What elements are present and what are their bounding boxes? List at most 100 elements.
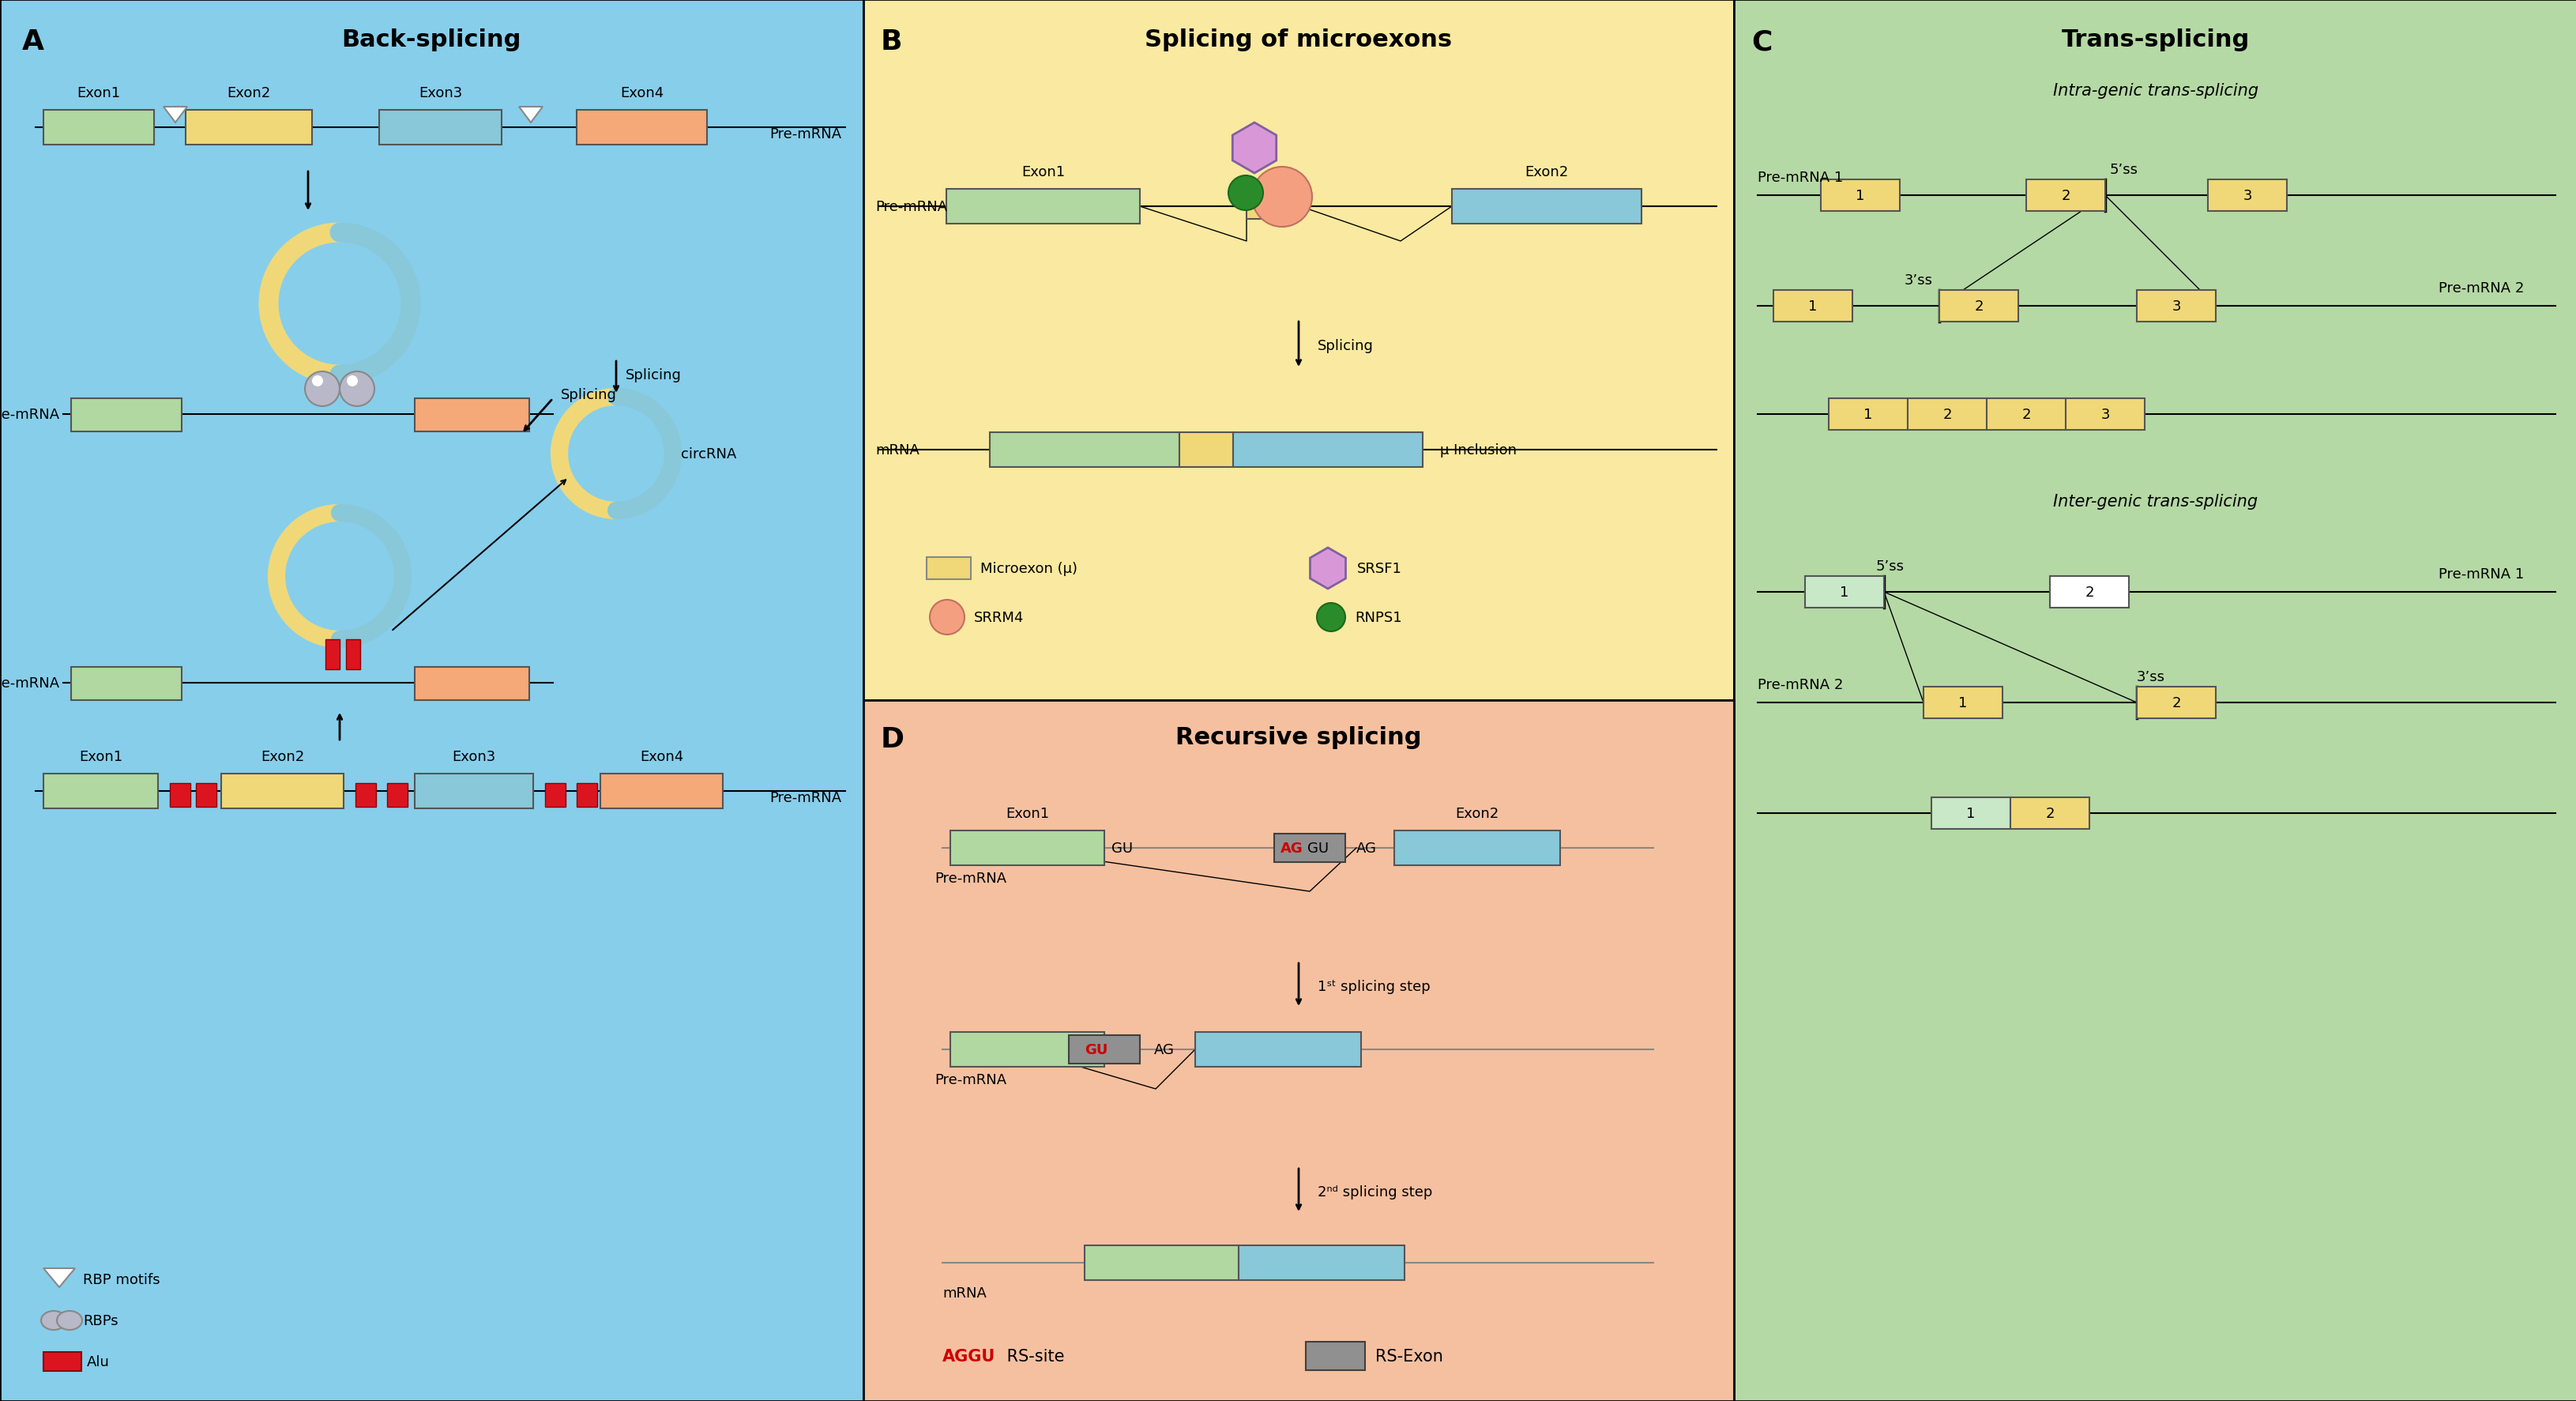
Ellipse shape bbox=[41, 1311, 67, 1330]
Polygon shape bbox=[1231, 123, 1275, 174]
Ellipse shape bbox=[57, 1311, 82, 1330]
Bar bbox=[2025, 181, 2105, 212]
Text: 2: 2 bbox=[2172, 696, 2179, 710]
Circle shape bbox=[312, 375, 322, 387]
Text: Pre-mRNA: Pre-mRNA bbox=[935, 871, 1007, 885]
Bar bbox=[72, 667, 183, 700]
Polygon shape bbox=[44, 1268, 75, 1288]
Text: Pre-mRNA: Pre-mRNA bbox=[0, 677, 59, 691]
Text: Pre-mRNA 1: Pre-mRNA 1 bbox=[2437, 567, 2522, 581]
Bar bbox=[0, 0, 863, 1401]
Text: 1: 1 bbox=[1862, 408, 1873, 422]
Circle shape bbox=[281, 245, 399, 363]
Text: Exon2: Exon2 bbox=[260, 750, 304, 764]
Bar bbox=[1922, 686, 2002, 719]
Circle shape bbox=[289, 524, 392, 629]
Bar bbox=[863, 700, 1734, 1401]
Bar bbox=[1195, 1033, 1360, 1068]
Text: RNPS1: RNPS1 bbox=[1355, 611, 1401, 625]
Bar bbox=[989, 433, 1180, 468]
Bar bbox=[951, 1033, 1105, 1068]
Text: 3: 3 bbox=[2172, 300, 2179, 314]
Text: Exon2: Exon2 bbox=[1525, 165, 1569, 179]
Bar bbox=[1069, 1035, 1139, 1063]
Text: 3’ss: 3’ss bbox=[2136, 670, 2164, 684]
Bar bbox=[345, 640, 361, 670]
Text: 2ⁿᵈ splicing step: 2ⁿᵈ splicing step bbox=[1316, 1185, 1432, 1199]
Text: Splicing: Splicing bbox=[1316, 339, 1373, 353]
Bar bbox=[72, 399, 183, 432]
Text: Exon2: Exon2 bbox=[227, 85, 270, 101]
Bar bbox=[945, 189, 1139, 224]
Text: A: A bbox=[23, 28, 44, 55]
Bar bbox=[222, 773, 343, 808]
Text: GU: GU bbox=[1084, 1042, 1108, 1056]
Bar bbox=[1734, 0, 2576, 1401]
Circle shape bbox=[304, 373, 340, 406]
Bar bbox=[44, 111, 155, 146]
Bar bbox=[1084, 1245, 1239, 1281]
Text: Pre-mRNA: Pre-mRNA bbox=[770, 790, 840, 804]
Text: 2: 2 bbox=[2084, 586, 2094, 600]
Bar bbox=[1394, 831, 1558, 866]
Text: Pre-mRNA 2: Pre-mRNA 2 bbox=[2437, 282, 2522, 296]
Circle shape bbox=[577, 416, 654, 492]
Bar bbox=[577, 783, 598, 807]
Bar bbox=[415, 773, 533, 808]
Text: Pre-mRNA: Pre-mRNA bbox=[935, 1073, 1007, 1087]
Bar bbox=[1306, 1342, 1365, 1370]
Circle shape bbox=[1316, 604, 1345, 632]
Text: Trans-splicing: Trans-splicing bbox=[2061, 28, 2249, 52]
Bar bbox=[170, 783, 191, 807]
Text: Exon1: Exon1 bbox=[1020, 165, 1064, 179]
Text: Back-splicing: Back-splicing bbox=[343, 28, 520, 52]
Text: 2: 2 bbox=[1973, 300, 1984, 314]
Bar bbox=[927, 558, 971, 580]
Text: Intra-genic trans-splicing: Intra-genic trans-splicing bbox=[2053, 83, 2257, 98]
Polygon shape bbox=[162, 108, 188, 123]
Text: Pre-mRNA: Pre-mRNA bbox=[0, 408, 59, 422]
Bar bbox=[2066, 399, 2143, 430]
Text: RS-Exon: RS-Exon bbox=[1376, 1348, 1443, 1365]
Text: Splicing of microexons: Splicing of microexons bbox=[1144, 28, 1453, 52]
Text: Exon3: Exon3 bbox=[451, 750, 495, 764]
Circle shape bbox=[348, 375, 358, 387]
Text: mRNA: mRNA bbox=[876, 443, 920, 457]
Text: μ: μ bbox=[1267, 170, 1278, 184]
Text: Exon1: Exon1 bbox=[1005, 807, 1048, 821]
Text: RS-site: RS-site bbox=[1002, 1348, 1064, 1365]
Text: RBP motifs: RBP motifs bbox=[82, 1272, 160, 1286]
Text: Pre-mRNA 1: Pre-mRNA 1 bbox=[1757, 171, 1842, 185]
Bar bbox=[415, 399, 528, 432]
Text: Splicing: Splicing bbox=[626, 368, 683, 382]
Bar bbox=[1986, 399, 2066, 430]
Bar bbox=[196, 783, 216, 807]
Bar bbox=[415, 667, 528, 700]
Text: 1: 1 bbox=[1855, 189, 1865, 203]
Bar bbox=[1940, 290, 2017, 322]
Bar bbox=[2136, 686, 2215, 719]
Text: mRNA: mRNA bbox=[943, 1286, 987, 1300]
Bar bbox=[379, 111, 502, 146]
Bar bbox=[863, 0, 1734, 700]
Text: Exon4: Exon4 bbox=[639, 750, 683, 764]
Text: μ Inclusion: μ Inclusion bbox=[1440, 443, 1517, 457]
Text: GU: GU bbox=[1110, 841, 1133, 855]
Text: Exon3: Exon3 bbox=[417, 85, 461, 101]
Bar bbox=[185, 111, 312, 146]
Text: 5’ss: 5’ss bbox=[2110, 163, 2138, 177]
Bar bbox=[44, 773, 157, 808]
Text: Pre-mRNA: Pre-mRNA bbox=[876, 200, 948, 214]
Text: Exon1: Exon1 bbox=[80, 750, 124, 764]
Bar bbox=[951, 831, 1105, 866]
Text: 2: 2 bbox=[1942, 408, 1950, 422]
Bar bbox=[2136, 290, 2215, 322]
Text: 1: 1 bbox=[1965, 807, 1976, 821]
Bar bbox=[1906, 399, 1986, 430]
Text: AG: AG bbox=[1280, 841, 1303, 855]
Text: 1: 1 bbox=[1839, 586, 1850, 600]
Text: 2: 2 bbox=[2061, 189, 2069, 203]
Text: Alu: Alu bbox=[88, 1355, 111, 1369]
Bar bbox=[1829, 399, 1906, 430]
Text: Inter-genic trans-splicing: Inter-genic trans-splicing bbox=[2053, 493, 2257, 510]
